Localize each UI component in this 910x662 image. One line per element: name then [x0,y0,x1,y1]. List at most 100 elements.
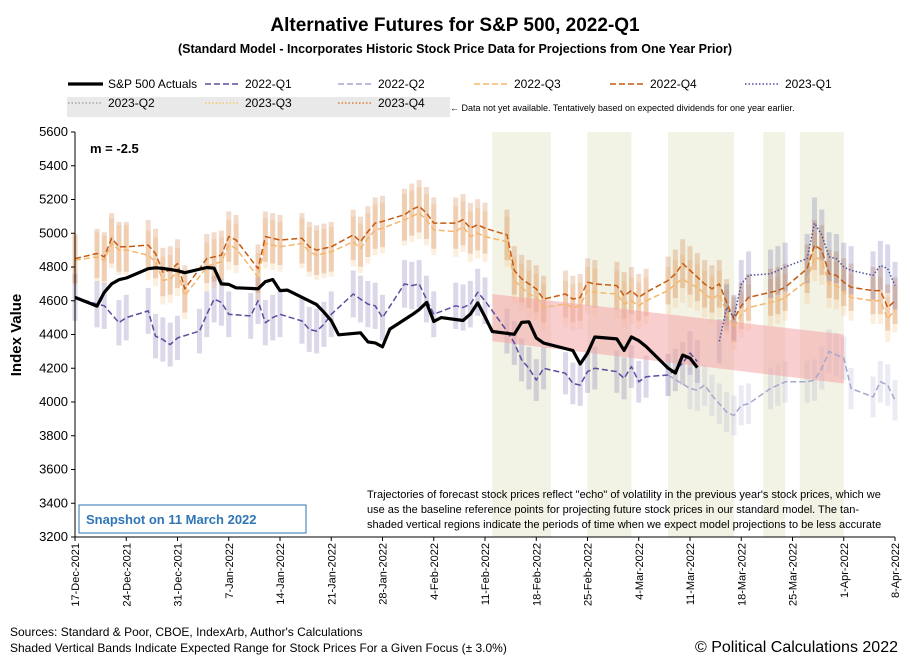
plot-area: 3200 3400 3600 3800 4000 4200 4400 4600 4800 5000… [39,124,902,607]
x-tick-label: 25-Mar-2022 [788,543,800,606]
x-tick-label: 24-Dec-2021 [121,543,133,607]
y-tick-label: 5000 [39,225,68,240]
range-band-2022-q3 [167,254,173,303]
series-line-2022-q1 [74,283,698,386]
range-band-2022-q3 [211,239,217,289]
range-band-2022-q4 [775,267,781,315]
x-tick-label: 18-Mar-2022 [736,543,748,606]
range-band-2022-q1 [416,260,422,308]
range-band-2022-q1 [621,357,627,400]
y-tick-label: 3600 [39,462,68,477]
range-band-2022-q3 [182,272,188,320]
range-band-2022-q2 [746,383,752,424]
annotation-line-2: use as the baseline reference points for… [367,504,859,516]
range-band-2023-q1 [768,249,774,298]
x-tick-label: 4-Feb-2022 [429,543,441,600]
range-band-2022-q3 [782,273,788,321]
redzone [492,294,844,384]
range-band-2022-q4 [636,273,642,321]
range-band-2022-q4 [358,216,364,267]
x-tick-label: 7-Jan-2022 [224,543,236,599]
range-band-2022-q1 [423,275,429,323]
y-tick-label: 5200 [39,192,68,207]
range-band-2022-q4 [277,214,283,266]
x-tick-label: 4-Mar-2022 [634,543,646,600]
range-band-2022-q2 [804,360,810,403]
x-tick-label: 8-Apr-2022 [890,543,902,598]
range-band-2022-q3 [885,296,891,343]
range-band-2022-q3 [416,187,422,239]
range-band-2022-q3 [665,267,671,315]
range-band-2022-q4 [416,180,422,233]
range-band-2022-q1 [306,307,312,352]
range-band-2022-q2 [702,364,708,406]
y-tick-label: 4400 [39,327,68,342]
x-tick-label: 21-Jan-2022 [326,543,338,605]
range-band-2022-q2 [694,369,700,411]
chart-subtitle: (Standard Model - Incorporates Historic … [178,42,732,56]
range-band-2022-q4 [116,221,122,272]
range-band-2022-q3 [709,275,715,323]
range-band-2022-q4 [877,267,883,315]
legend-label-2023-q4: 2023-Q4 [378,96,425,110]
range-band-2022-q4 [870,267,876,315]
range-band-2022-q4 [475,199,481,251]
chart-title: Alternative Futures for S&P 500, 2022-Q1 [270,15,640,36]
series-line-2022-q2 [667,350,896,417]
range-band-2022-q3 [870,277,876,325]
series-lines [74,205,896,417]
range-band-2022-q1 [204,291,210,338]
x-tick-label: 11-Mar-2022 [685,543,697,605]
legend-label-2023-q3: 2023-Q3 [245,96,292,110]
x-tick-label: 11-Feb-2022 [480,543,492,605]
y-axis-label: Index Value [8,294,25,377]
series-line-2023-q1 [718,222,896,342]
footer-copyright: © Political Calculations 2022 [695,639,898,656]
range-band-2023-q1 [811,197,817,249]
slope-annotation: m = -2.5 [90,141,139,156]
range-band-2022-q3 [511,256,517,305]
range-band-2022-q1 [277,291,283,338]
legend-highlight [67,97,450,117]
range-band-2022-q3 [306,227,312,277]
range-band-2022-q3 [680,254,686,303]
range-band-2022-q3 [892,286,898,333]
annotation-line-3: shaded vertical regions indicate the per… [367,519,881,531]
x-tick-label: 1-Apr-2022 [839,543,851,598]
range-band-2022-q3 [372,204,378,256]
range-band-2022-q4 [401,188,407,241]
range-band-2022-q4 [541,275,547,323]
range-band-2022-q4 [409,183,415,236]
range-band-2022-q3 [694,263,700,311]
range-band-2022-q3 [460,200,466,253]
snapshot-label: Snapshot on 11 March 2022 [86,512,257,527]
range-band-2022-q4 [804,244,810,293]
series-line-2022-q3 [74,212,896,329]
y-tick-label: 4200 [39,360,68,375]
range-band-2022-q3 [716,270,722,318]
footer-bands-note: Shaded Vertical Bands Indicate Expected … [10,641,507,655]
range-band-2022-q1 [211,275,217,323]
range-band-2022-q3 [614,270,620,318]
range-band-2022-q1 [614,350,620,393]
y-ticks: 3200 3400 3600 3800 4000 4200 4400 4600 4800 5000… [39,124,75,544]
range-band-2022-q2 [885,364,891,406]
x-tick-label: 25-Feb-2022 [583,543,595,606]
series-line-s-p-500-actuals [74,265,699,375]
y-tick-label: 3400 [39,495,68,510]
range-band-2022-q1 [123,294,129,341]
range-band-2022-q4 [628,267,634,315]
range-band-2022-q4 [423,187,429,239]
range-band-2022-q1 [218,279,224,326]
redzone-area [492,294,844,384]
range-band-2022-q3 [350,216,356,267]
footer-sources: Sources: Standard & Poor, CBOE, IndexArb… [10,625,362,639]
range-band-2022-q1 [380,294,385,341]
legend-label-2022-q1: 2022-Q1 [245,77,292,91]
range-band-2022-q1 [116,300,122,346]
range-band-2022-q3 [145,230,151,280]
range-band-2022-q3 [811,232,817,282]
range-band-2022-q1 [482,277,488,325]
